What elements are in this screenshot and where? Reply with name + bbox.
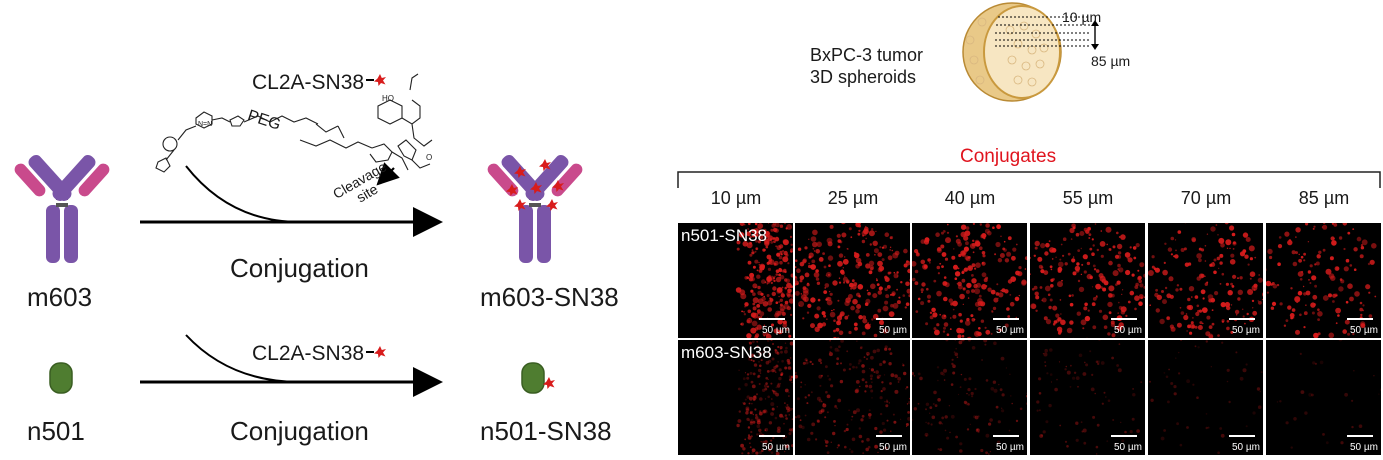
- column-label: 25 µm: [827, 188, 879, 208]
- scale-bar: [759, 435, 785, 437]
- row-label: m603-SN38: [681, 343, 772, 362]
- fluorescence-signal: [1266, 223, 1377, 338]
- fluorescence-signal: [736, 340, 793, 455]
- scale-bar: [993, 435, 1019, 437]
- micrograph-panel: m603-SN38 50 µm: [678, 340, 793, 455]
- fluorescence-signal: [1036, 340, 1143, 455]
- fluorescence-signal: [1030, 223, 1145, 338]
- grid-bracket: [677, 171, 1381, 188]
- column-label: 70 µm: [1180, 188, 1232, 208]
- micrograph-panel: 50 µm: [1030, 223, 1145, 338]
- micrograph-panel: 50 µm: [795, 340, 910, 455]
- scale-bar-label: 50 µm: [879, 325, 907, 336]
- spheroid-depth-top: 10 µm: [1062, 9, 1102, 25]
- process-label-top: Conjugation: [230, 253, 369, 283]
- scale-bar-label: 50 µm: [996, 325, 1024, 336]
- payload-star-icon: [374, 346, 386, 358]
- antibody-m603-sn38-icon: [487, 154, 583, 263]
- row-label: n501-SN38: [681, 226, 768, 245]
- spheroid-title-line1: BxPC-3 tumor: [810, 45, 924, 65]
- spheroid-title: BxPC-3 tumor 3D spheroids: [810, 44, 923, 88]
- micrograph-panel: 50 µm: [912, 223, 1027, 338]
- micrograph-panel: 50 µm: [1266, 223, 1381, 338]
- antibody-product-label: m603-SN38: [480, 282, 619, 312]
- fluorescence-signal: [735, 223, 793, 338]
- nanobody-n501-sn38-icon: [521, 362, 555, 394]
- column-label: 10 µm: [710, 188, 762, 208]
- scale-bar-label: 50 µm: [1114, 442, 1142, 453]
- scale-bar: [876, 435, 902, 437]
- column-label: 85 µm: [1298, 188, 1350, 208]
- scale-bar-label: 50 µm: [1350, 325, 1378, 336]
- svg-text:HO: HO: [382, 94, 394, 103]
- reagent-label-top: CL2A-SN38: [252, 71, 365, 94]
- reagent-label-bottom: CL2A-SN38: [252, 342, 365, 365]
- micrograph-panel: 50 µm: [795, 223, 910, 338]
- micrograph-panel: 50 µm: [1148, 223, 1263, 338]
- process-label-bottom: Conjugation: [230, 416, 369, 446]
- spheroid-illustration: [962, 2, 1099, 102]
- micrograph-panel: n501-SN38 50 µm: [678, 223, 793, 338]
- scale-bar: [1347, 318, 1373, 320]
- scale-bar: [1111, 318, 1137, 320]
- scale-bar-label: 50 µm: [762, 442, 790, 453]
- grid-header: Conjugates: [960, 146, 1057, 167]
- scale-bar: [1229, 435, 1255, 437]
- scale-bar-label: 50 µm: [1232, 442, 1260, 453]
- antibody-m603-icon: [14, 154, 110, 263]
- svg-text:O: O: [426, 153, 432, 162]
- nanobody-n501-icon: [49, 362, 73, 394]
- scale-bar: [759, 318, 785, 320]
- micrograph-panel: 50 µm: [1266, 340, 1381, 455]
- scale-bar-label: 50 µm: [879, 442, 907, 453]
- scale-bar-label: 50 µm: [996, 442, 1024, 453]
- linker-curve-bottom: [185, 334, 301, 383]
- micrograph-panel: 50 µm: [1148, 340, 1263, 455]
- cl2a-sn38-structure: [155, 73, 433, 173]
- scale-bar-label: 50 µm: [762, 325, 790, 336]
- scale-bar-label: 50 µm: [1350, 442, 1378, 453]
- column-label: 40 µm: [944, 188, 996, 208]
- spheroid-depth-bottom: 85 µm: [1091, 53, 1131, 69]
- fluorescence-signal: [912, 340, 1027, 455]
- fluorescence-signal: [1149, 340, 1263, 454]
- scale-bar-label: 50 µm: [1232, 325, 1260, 336]
- fluorescence-signal: [1148, 223, 1263, 338]
- linker-curve-top: [185, 165, 301, 223]
- column-label: 55 µm: [1062, 188, 1114, 208]
- scale-bar: [876, 318, 902, 320]
- scale-bar: [1229, 318, 1255, 320]
- conjugation-scheme: HO O N=N: [14, 73, 583, 397]
- fluorescence-signal: [795, 223, 910, 338]
- micrograph-panel: 50 µm: [1030, 340, 1145, 455]
- cleavage-arrow: [376, 162, 400, 186]
- fluorescence-signal: [1276, 340, 1381, 449]
- scale-bar: [1111, 435, 1137, 437]
- scale-bar: [1347, 435, 1373, 437]
- micrograph-panel: 50 µm: [912, 340, 1027, 455]
- fluorescence-signal: [795, 340, 910, 454]
- svg-text:N=N: N=N: [198, 121, 212, 128]
- nanobody-product-label: n501-SN38: [480, 416, 612, 446]
- scale-bar: [993, 318, 1019, 320]
- payload-star-icon: [374, 74, 386, 86]
- nanobody-start-label: n501: [27, 416, 85, 446]
- antibody-start-label: m603: [27, 282, 93, 312]
- spheroid-title-line2: 3D spheroids: [810, 67, 917, 87]
- fluorescence-signal: [912, 223, 1027, 338]
- scale-bar-label: 50 µm: [1114, 325, 1142, 336]
